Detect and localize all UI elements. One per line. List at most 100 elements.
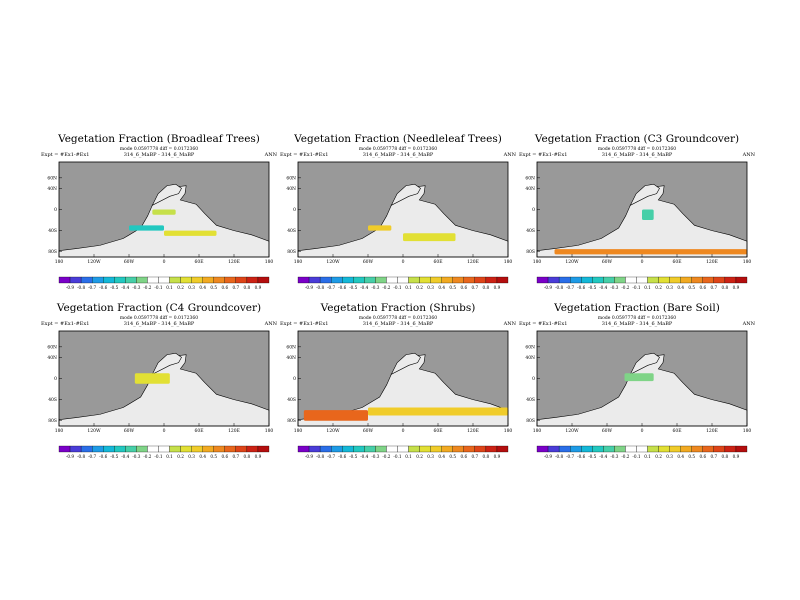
colorbar-tick-label: -0.9 bbox=[305, 285, 313, 290]
colorbar-tick-label: -0.3 bbox=[371, 285, 379, 290]
colorbar-box bbox=[364, 276, 376, 284]
x-tick-label: 60E bbox=[433, 259, 442, 265]
colorbar-box bbox=[724, 445, 737, 453]
panel-expt-label: Expt = #Ex1-#Ex1 bbox=[280, 321, 329, 327]
y-tick-label: 80S bbox=[526, 249, 535, 255]
colorbar-tick-label: -0.2 bbox=[621, 454, 629, 459]
colorbar-tick-label: 0.7 bbox=[711, 285, 718, 290]
colorbar-tick-label: -0.2 bbox=[382, 454, 390, 459]
colorbar-box bbox=[408, 276, 420, 284]
colorbar-box bbox=[180, 445, 192, 453]
colorbar-box bbox=[319, 445, 332, 453]
colorbar-box bbox=[147, 276, 159, 284]
colorbar-box bbox=[235, 445, 248, 453]
colorbar-box bbox=[452, 276, 464, 284]
colorbar-box bbox=[92, 445, 104, 453]
colorbar-tick-label: -0.8 bbox=[555, 454, 563, 459]
colorbar-box bbox=[680, 445, 692, 453]
data-cell bbox=[164, 230, 217, 236]
data-cell bbox=[368, 225, 392, 231]
colorbar-box bbox=[158, 445, 170, 453]
x-tick-label: 120W bbox=[565, 428, 579, 434]
x-tick-label: 60W bbox=[124, 428, 135, 434]
colorbar-box bbox=[103, 276, 115, 284]
colorbar-tick-label: -0.6 bbox=[99, 285, 107, 290]
colorbar-box bbox=[570, 276, 582, 284]
colorbar-tick-label: 0.9 bbox=[733, 454, 740, 459]
panel-subtitle: mode 0.0597778 diff = 0.0172360 bbox=[119, 316, 199, 321]
colorbar-box bbox=[625, 276, 637, 284]
colorbar-box bbox=[419, 445, 431, 453]
colorbar-tick-label: -0.2 bbox=[143, 285, 151, 290]
colorbar-tick-label: 0.8 bbox=[722, 454, 729, 459]
y-tick-label: 40S bbox=[526, 228, 535, 234]
colorbar-tick-label: -0.9 bbox=[66, 285, 74, 290]
colorbar-tick-label: -0.3 bbox=[371, 454, 379, 459]
colorbar-box bbox=[581, 445, 593, 453]
colorbar-tick-label: 0.2 bbox=[177, 285, 184, 290]
x-tick-label: 120W bbox=[326, 428, 340, 434]
x-tick-label: 120W bbox=[87, 259, 101, 265]
colorbar-box bbox=[386, 445, 398, 453]
x-tick-label: 180 bbox=[265, 428, 274, 434]
colorbar-box bbox=[114, 276, 126, 284]
y-tick-label: 40N bbox=[47, 355, 57, 361]
colorbar-tick-label: -0.5 bbox=[349, 285, 357, 290]
colorbar-box bbox=[636, 276, 648, 284]
data-cell bbox=[403, 233, 456, 242]
colorbar-box bbox=[658, 276, 670, 284]
colorbar-tick-label: 0.1 bbox=[166, 454, 173, 459]
colorbar-box bbox=[419, 276, 431, 284]
y-tick-label: 40S bbox=[48, 228, 57, 234]
colorbar-box bbox=[691, 445, 703, 453]
colorbar-box bbox=[180, 276, 192, 284]
y-tick-label: 0 bbox=[293, 376, 296, 382]
colorbar-tick-label: -0.1 bbox=[632, 285, 640, 290]
colorbar-tick-label: -0.6 bbox=[577, 285, 585, 290]
panel-run-label: 314_6_MaBP - 314_6_MaBP bbox=[362, 321, 434, 327]
x-tick-label: 180 bbox=[533, 259, 542, 265]
colorbar-box bbox=[680, 276, 692, 284]
colorbar-tick-label: -0.9 bbox=[544, 454, 552, 459]
colorbar-box bbox=[603, 445, 615, 453]
colorbar-box bbox=[191, 276, 203, 284]
colorbar-box bbox=[647, 445, 659, 453]
colorbar-tick-label: -0.1 bbox=[393, 454, 401, 459]
colorbar-tick-label: 0.2 bbox=[416, 454, 423, 459]
colorbar-box bbox=[136, 445, 148, 453]
x-tick-label: 180 bbox=[504, 428, 513, 434]
colorbar-tick-label: -0.3 bbox=[610, 454, 618, 459]
colorbar-box bbox=[485, 445, 498, 453]
x-tick-label: 120E bbox=[706, 259, 718, 265]
colorbar-tick-label: -0.2 bbox=[143, 454, 151, 459]
colorbar-box bbox=[331, 445, 343, 453]
colorbar-box bbox=[308, 445, 321, 453]
panel-expt-label: Expt = #Ex1-#Ex1 bbox=[519, 321, 568, 327]
colorbar-tick-label: -0.1 bbox=[393, 285, 401, 290]
colorbar-box bbox=[547, 445, 560, 453]
x-tick-label: 0 bbox=[163, 259, 166, 265]
colorbar-box bbox=[375, 276, 387, 284]
x-tick-label: 180 bbox=[55, 259, 64, 265]
colorbar-box bbox=[536, 276, 549, 284]
colorbar-box bbox=[713, 276, 726, 284]
colorbar-tick-label: -0.9 bbox=[66, 454, 74, 459]
colorbar-tick-label: -0.7 bbox=[88, 285, 96, 290]
x-tick-label: 180 bbox=[743, 428, 752, 434]
x-tick-label: 180 bbox=[533, 428, 542, 434]
colorbar-tick-label: 0.3 bbox=[188, 285, 195, 290]
colorbar-box bbox=[136, 276, 148, 284]
colorbar-tick-label: -0.7 bbox=[88, 454, 96, 459]
x-tick-label: 0 bbox=[163, 428, 166, 434]
x-tick-label: 180 bbox=[743, 259, 752, 265]
colorbar-tick-label: 0.2 bbox=[177, 454, 184, 459]
colorbar-tick-label: -0.1 bbox=[154, 285, 162, 290]
y-tick-label: 80S bbox=[48, 249, 57, 255]
data-cell bbox=[134, 373, 170, 384]
colorbar-tick-label: 0.7 bbox=[472, 454, 479, 459]
panel-expt-label: Expt = #Ex1-#Ex1 bbox=[519, 152, 568, 158]
colorbar-tick-label: 0.6 bbox=[460, 285, 467, 290]
data-cell bbox=[554, 249, 747, 255]
